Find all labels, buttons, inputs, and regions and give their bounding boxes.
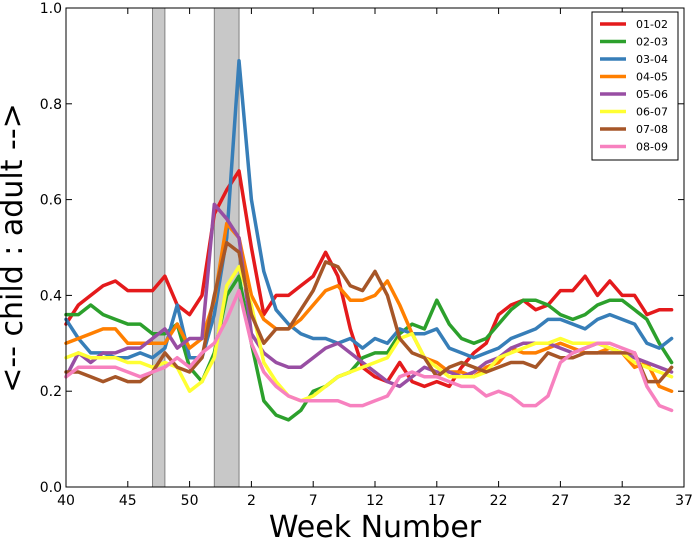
y-tick-label: 0.4 — [40, 288, 62, 304]
y-tick-label: 0.6 — [40, 193, 62, 209]
x-tick-label: 32 — [613, 493, 631, 509]
legend-label-08-09: 08-09 — [636, 141, 668, 154]
series-line-04-05 — [64, 221, 674, 393]
y-tick-label: 0.0 — [40, 480, 62, 496]
legend-label-02-03: 02-03 — [636, 36, 668, 49]
x-tick-label: 2 — [247, 493, 256, 509]
shaded-region-1 — [152, 7, 166, 488]
y-tick-label: 1.0 — [40, 1, 62, 17]
x-tick-label: 27 — [551, 493, 569, 509]
x-tick-label: 50 — [181, 493, 199, 509]
x-tick-label: 22 — [490, 493, 508, 509]
x-axis-title: Week Number — [269, 510, 482, 545]
x-tick-label: 40 — [57, 493, 75, 509]
legend-label-05-06: 05-06 — [636, 88, 668, 101]
legend-label-07-08: 07-08 — [636, 123, 668, 136]
x-tick-label: 37 — [675, 493, 693, 509]
legend-label-01-02: 01-02 — [636, 18, 668, 31]
series-line-06-07 — [64, 264, 674, 403]
x-tick-label: 7 — [309, 493, 318, 509]
legend-box — [591, 11, 679, 161]
y-tick-label: 0.2 — [40, 384, 62, 400]
axis-ticks: 40 45 50 2 7 12 17 22 27 32 370.00.20.40.60.81.0 — [40, 1, 693, 509]
legend-label-04-05: 04-05 — [636, 71, 668, 84]
series-lines — [64, 58, 674, 422]
y-tick-label: 0.8 — [40, 97, 62, 113]
series-line-07-08 — [64, 240, 674, 384]
series-line-01-02 — [64, 169, 674, 389]
x-tick-label: 17 — [428, 493, 446, 509]
legend: 01-02 02-03 03-04 04-05 05-06 06-07 07-08 08-09 — [591, 11, 679, 161]
x-tick-label: 45 — [119, 493, 137, 509]
x-tick-label: 12 — [366, 493, 384, 509]
legend-label-03-04: 03-04 — [636, 53, 668, 66]
series-line-05-06 — [64, 202, 674, 389]
series-line-08-09 — [64, 288, 674, 413]
y-axis-title: <-- child : adult --> — [0, 103, 30, 393]
legend-label-06-07: 06-07 — [636, 106, 668, 119]
